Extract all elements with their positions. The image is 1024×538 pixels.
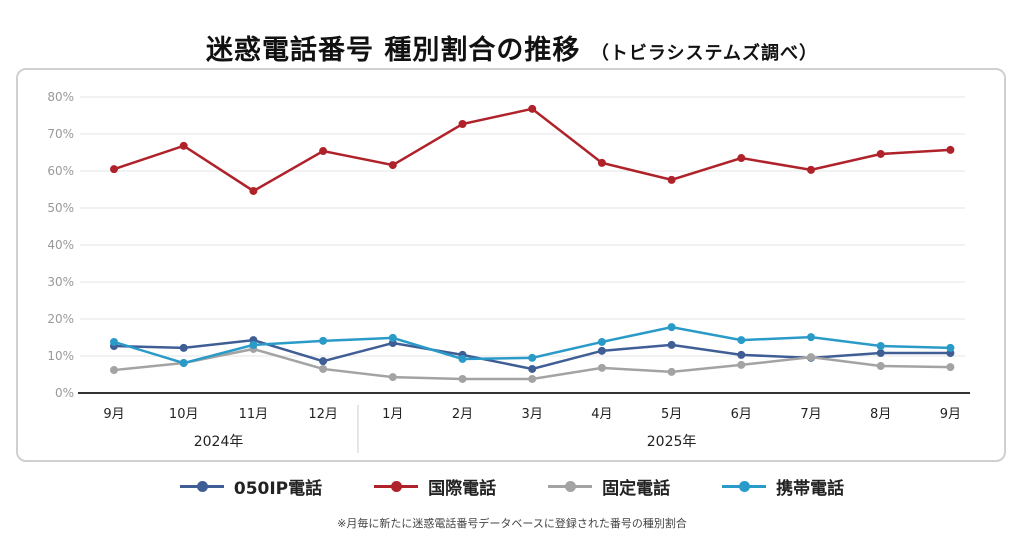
data-point <box>319 364 328 373</box>
x-tick-label: 5月 <box>661 407 682 422</box>
data-point <box>807 165 815 174</box>
data-point <box>388 333 397 342</box>
legend-swatch <box>722 481 767 492</box>
data-point <box>737 360 746 369</box>
data-point <box>597 346 606 355</box>
y-tick-label: 50% <box>47 201 74 215</box>
series-line <box>113 107 951 193</box>
legend-swatch <box>179 481 224 492</box>
data-point <box>249 340 258 349</box>
legend-item: 携帯電話 <box>722 474 844 499</box>
data-point <box>876 342 885 351</box>
legend-label: 携帯電話 <box>776 479 845 499</box>
chart-frame <box>16 68 1006 462</box>
data-point <box>597 363 606 372</box>
y-tick-label: 40% <box>47 238 74 252</box>
data-point <box>737 336 746 345</box>
footnote: ※月毎に新たに迷惑電話番号データベースに登録された番号の種別割合 <box>337 517 687 530</box>
data-point <box>737 350 746 359</box>
chart-subtitle: （トビラシステムズ調べ） <box>590 43 818 64</box>
x-tick-label: 9月 <box>940 407 961 422</box>
data-point <box>319 357 328 366</box>
legend: 050IP電話 国際電話 固定電話 携帯電話 <box>0 474 1024 499</box>
data-point <box>528 104 537 113</box>
data-point <box>528 364 537 373</box>
year-label: 2025年 <box>647 434 697 450</box>
legend-item: 050IP電話 <box>179 474 323 499</box>
data-point <box>946 343 955 352</box>
data-point <box>667 323 676 332</box>
series-line <box>113 347 951 381</box>
title-text: 迷惑電話番号 種別割合の推移 <box>206 35 581 66</box>
x-tick-label: 6月 <box>731 407 752 422</box>
data-point <box>946 145 955 154</box>
data-point <box>667 367 676 376</box>
x-tick-label: 10月 <box>169 407 199 422</box>
data-point <box>876 361 885 370</box>
legend-swatch <box>548 481 593 492</box>
legend-swatch <box>374 481 419 492</box>
data-point <box>110 366 118 375</box>
data-point <box>388 373 397 382</box>
x-tick-label: 9月 <box>103 407 124 422</box>
year-label: 2024年 <box>194 434 244 450</box>
y-tick-label: 80% <box>47 90 74 104</box>
data-point <box>876 349 885 358</box>
data-point <box>110 337 118 346</box>
data-point <box>249 186 258 195</box>
x-tick-label: 3月 <box>522 407 543 422</box>
data-point <box>597 158 606 167</box>
legend-item: 国際電話 <box>374 474 496 499</box>
data-point <box>876 149 885 158</box>
x-tick-label: 1月 <box>382 407 403 422</box>
y-tick-label: 30% <box>47 275 74 289</box>
y-tick-label: 60% <box>47 164 74 178</box>
y-tick-label: 0% <box>55 386 74 400</box>
y-tick-label: 20% <box>47 312 74 326</box>
data-point <box>179 359 188 368</box>
data-point <box>319 336 328 345</box>
data-point <box>110 165 118 174</box>
data-point <box>458 354 467 363</box>
legend-item: 固定電話 <box>548 474 670 499</box>
data-point <box>807 353 815 362</box>
legend-label: 050IP電話 <box>233 479 323 499</box>
data-point <box>388 161 397 170</box>
data-point <box>319 147 328 156</box>
data-point <box>946 363 955 372</box>
x-tick-label: 4月 <box>591 407 612 422</box>
x-tick-label: 2月 <box>452 407 473 422</box>
line-chart: 0% 10% 20% 30% 40% 50% 60% 70% 80% 9月 10月 11月 12月 1月 2… <box>47 90 970 453</box>
legend-label: 国際電話 <box>428 479 497 499</box>
x-tick-label: 12月 <box>308 407 338 422</box>
legend-label: 固定電話 <box>602 479 671 499</box>
x-tick-label: 7月 <box>800 407 821 422</box>
y-tick-label: 10% <box>47 349 74 363</box>
y-tick-label: 70% <box>47 127 74 141</box>
chart-title: 迷惑電話番号 種別割合の推移 （トビラシステムズ調べ） <box>0 28 1024 67</box>
data-point <box>458 374 467 383</box>
x-tick-label: 11月 <box>239 407 269 422</box>
data-point <box>528 353 537 362</box>
data-point <box>179 141 188 150</box>
x-tick-label: 8月 <box>870 407 891 422</box>
data-point <box>179 343 188 352</box>
data-point <box>667 175 676 184</box>
data-point <box>807 333 815 342</box>
data-point <box>528 374 537 383</box>
data-point <box>667 340 676 349</box>
data-point <box>458 120 467 129</box>
data-point <box>597 337 606 346</box>
data-point <box>737 154 746 163</box>
